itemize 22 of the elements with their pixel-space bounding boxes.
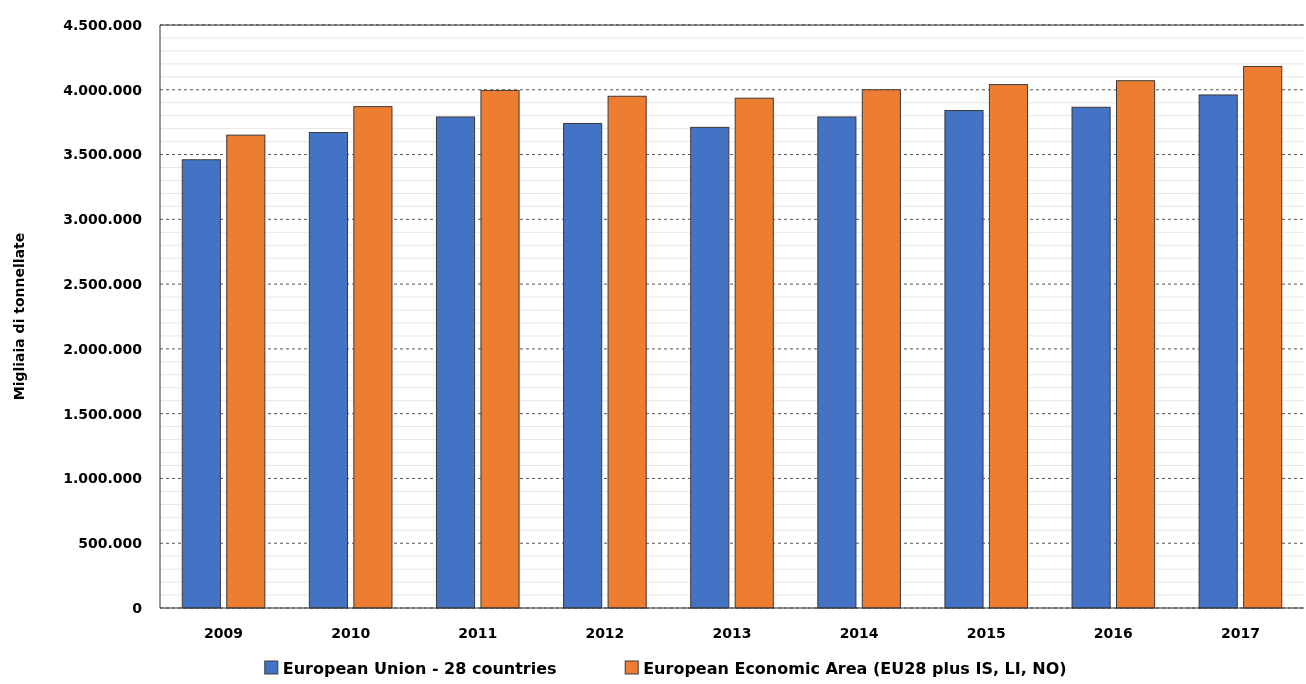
y-tick-label: 500.000 [78, 535, 143, 552]
y-tick-label: 3.000.000 [63, 211, 143, 228]
y-tick-label: 4.500.000 [63, 16, 143, 33]
legend-label: European Union - 28 countries [282, 659, 557, 678]
x-tick-label: 2015 [966, 625, 1006, 641]
x-tick-label: 2014 [839, 625, 879, 641]
x-tick-label: 2009 [204, 625, 244, 641]
y-tick-label: 3.500.000 [63, 146, 143, 163]
x-tick-label: 2012 [585, 625, 625, 641]
y-axis-title: Migliaia di tonnellate [11, 232, 27, 401]
x-tick-label: 2017 [1220, 625, 1260, 641]
y-tick-label: 2.500.000 [63, 276, 143, 293]
x-tick-label: 2016 [1093, 625, 1133, 641]
y-tick-label: 0 [132, 599, 143, 616]
y-tick-label: 2.000.000 [63, 340, 143, 357]
x-tick-label: 2013 [712, 625, 752, 641]
y-tick-label: 1.000.000 [63, 470, 143, 487]
x-tick-label: 2010 [331, 625, 371, 641]
legend-label: European Economic Area (EU28 plus IS, LI, NO) [643, 659, 1067, 678]
y-tick-label: 4.000.000 [63, 81, 143, 98]
y-tick-label: 1.500.000 [63, 405, 143, 422]
x-tick-label: 2011 [458, 625, 498, 641]
